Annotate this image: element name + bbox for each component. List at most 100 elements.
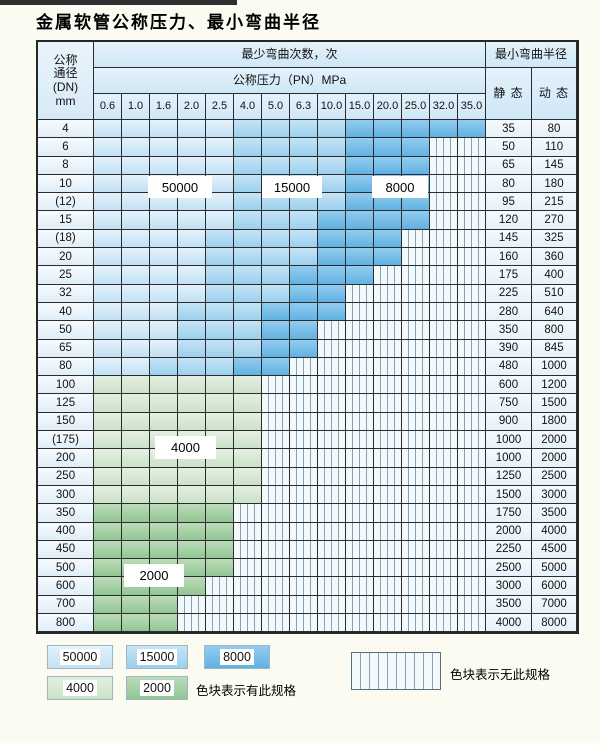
cycles-cell	[178, 559, 206, 578]
cycles-cell	[206, 138, 234, 157]
cycles-cell	[374, 376, 402, 395]
cycles-cell	[234, 467, 262, 486]
cycles-cell	[234, 321, 262, 340]
cycles-cell	[94, 394, 122, 413]
cycles-cell	[122, 302, 150, 322]
cycles-cell	[346, 138, 374, 157]
cycles-cell	[318, 394, 346, 413]
static-radius-value: 120	[486, 211, 532, 230]
cycles-cell	[122, 504, 150, 523]
cycles-cell	[150, 504, 178, 523]
cycles-cell	[430, 595, 458, 615]
static-radius-value: 1250	[486, 467, 532, 486]
cycles-cell	[374, 357, 402, 377]
cycles-cell	[346, 156, 374, 175]
cycles-cell	[318, 321, 346, 340]
cycles-cell	[374, 339, 402, 358]
cycles-cell	[178, 248, 206, 267]
row-dn-label: 10	[38, 174, 94, 194]
cycles-cell	[374, 120, 402, 139]
cycles-cell	[94, 174, 122, 194]
cycles-cell	[262, 504, 290, 523]
cycles-cell	[346, 120, 374, 139]
cycles-cell	[318, 540, 346, 560]
cycles-cell	[318, 614, 346, 633]
legend-swatch-2000: 2000	[126, 676, 188, 700]
row-dn-label: 80	[38, 357, 94, 377]
cycles-cell	[430, 339, 458, 358]
cycles-cell	[430, 504, 458, 523]
cycles-cell	[346, 321, 374, 340]
cycles-cell	[430, 229, 458, 249]
cycles-cell	[94, 357, 122, 377]
cycles-cell	[262, 577, 290, 596]
cycles-cell	[178, 339, 206, 358]
header-dn-line: 通径	[53, 66, 78, 81]
row-dn-label: 700	[38, 595, 94, 615]
row-dn-label: 250	[38, 467, 94, 486]
legend-has-spec-text: 色块表示有此规格	[196, 684, 297, 698]
legend-swatch-label: 4000	[63, 680, 97, 696]
row-dn-label: 350	[38, 504, 94, 523]
cycles-cell	[234, 577, 262, 596]
cycles-cell	[402, 156, 430, 175]
cycles-cell	[374, 211, 402, 230]
static-radius-value: 2250	[486, 540, 532, 560]
cycles-cell	[290, 485, 318, 505]
cycles-cell	[94, 467, 122, 486]
cycles-cell	[430, 193, 458, 212]
cycles-cell	[206, 595, 234, 615]
cycles-cell	[458, 302, 486, 322]
cycles-cell	[318, 138, 346, 157]
cycles-cell	[430, 522, 458, 541]
dynamic-radius-value: 8000	[532, 614, 577, 633]
cycles-cell	[234, 339, 262, 358]
cycles-cell	[206, 339, 234, 358]
header-pressure-15.0: 15.0	[346, 94, 374, 120]
cycles-cell	[374, 431, 402, 450]
header-pressure-2.0: 2.0	[178, 94, 206, 120]
dynamic-radius-value: 1800	[532, 412, 577, 432]
dynamic-radius-value: 145	[532, 156, 577, 175]
legend-swatch-label: 15000	[136, 649, 178, 665]
cycles-cell	[458, 266, 486, 285]
cycles-cell	[122, 211, 150, 230]
cycles-cell	[430, 431, 458, 450]
cycles-cell	[234, 431, 262, 450]
cycles-cell	[122, 339, 150, 358]
cycles-cell	[346, 467, 374, 486]
cycles-cell	[150, 138, 178, 157]
cycles-cell	[206, 577, 234, 596]
cycles-cell	[374, 467, 402, 486]
cycles-cell	[150, 540, 178, 560]
cycles-cell	[458, 174, 486, 194]
cycles-cell	[402, 559, 430, 578]
cycles-cell	[262, 412, 290, 432]
cycles-cell	[290, 302, 318, 322]
static-radius-value: 2000	[486, 522, 532, 541]
cycles-cell	[122, 321, 150, 340]
dynamic-radius-value: 1200	[532, 376, 577, 395]
cycles-cell	[346, 504, 374, 523]
cycles-cell	[318, 376, 346, 395]
static-radius-value: 160	[486, 248, 532, 267]
cycles-cell	[346, 595, 374, 615]
header-dn-line: 公称	[53, 52, 78, 67]
static-radius-value: 80	[486, 174, 532, 194]
cycles-cell	[290, 467, 318, 486]
cycles-cell	[290, 431, 318, 450]
cycles-cell	[206, 412, 234, 432]
cycles-cell	[262, 614, 290, 633]
spec-table: 公称 通径 (DN) mm 最少弯曲次数，次 最小弯曲半径 公称压力（PN）MP…	[36, 40, 579, 635]
cycles-cell	[374, 266, 402, 285]
cycles-cell	[206, 266, 234, 285]
cycles-cell	[234, 614, 262, 633]
cycles-cell	[234, 504, 262, 523]
cycles-cell	[150, 522, 178, 541]
cycles-cell	[290, 321, 318, 340]
row-dn-label: 50	[38, 321, 94, 340]
static-radius-value: 1000	[486, 431, 532, 450]
row-dn-label: (12)	[38, 193, 94, 212]
row-dn-label: 65	[38, 339, 94, 358]
row-dn-label: 200	[38, 449, 94, 468]
